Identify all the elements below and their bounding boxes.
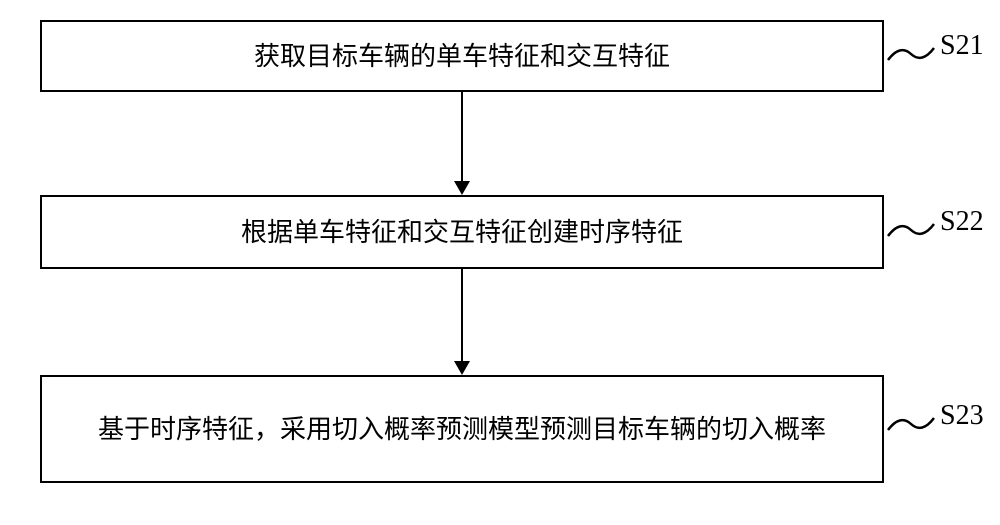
flowchart-container: 获取目标车辆的单车特征和交互特征 S21 根据单车特征和交互特征创建时序特征 S…: [0, 0, 1000, 525]
box-text-s21: 获取目标车辆的单车特征和交互特征: [254, 37, 670, 76]
box-text-s22: 根据单车特征和交互特征创建时序特征: [241, 213, 683, 252]
step-label-s22: S22: [940, 206, 984, 238]
box-text-s23: 基于时序特征，采用切入概率预测模型预测目标车辆的切入概率: [98, 410, 826, 449]
connector-s22-s23: [452, 269, 472, 375]
connector-tilde-s23: [886, 412, 936, 436]
connector-s21-s22: [452, 92, 472, 195]
flowchart-box-s23: 基于时序特征，采用切入概率预测模型预测目标车辆的切入概率: [40, 375, 884, 483]
connector-tilde-s22: [886, 218, 936, 242]
connector-tilde-s21: [886, 42, 936, 66]
flowchart-box-s22: 根据单车特征和交互特征创建时序特征: [40, 195, 884, 269]
flowchart-box-s21: 获取目标车辆的单车特征和交互特征: [40, 20, 884, 92]
step-label-s21: S21: [940, 30, 984, 62]
step-label-s23: S23: [940, 400, 984, 432]
